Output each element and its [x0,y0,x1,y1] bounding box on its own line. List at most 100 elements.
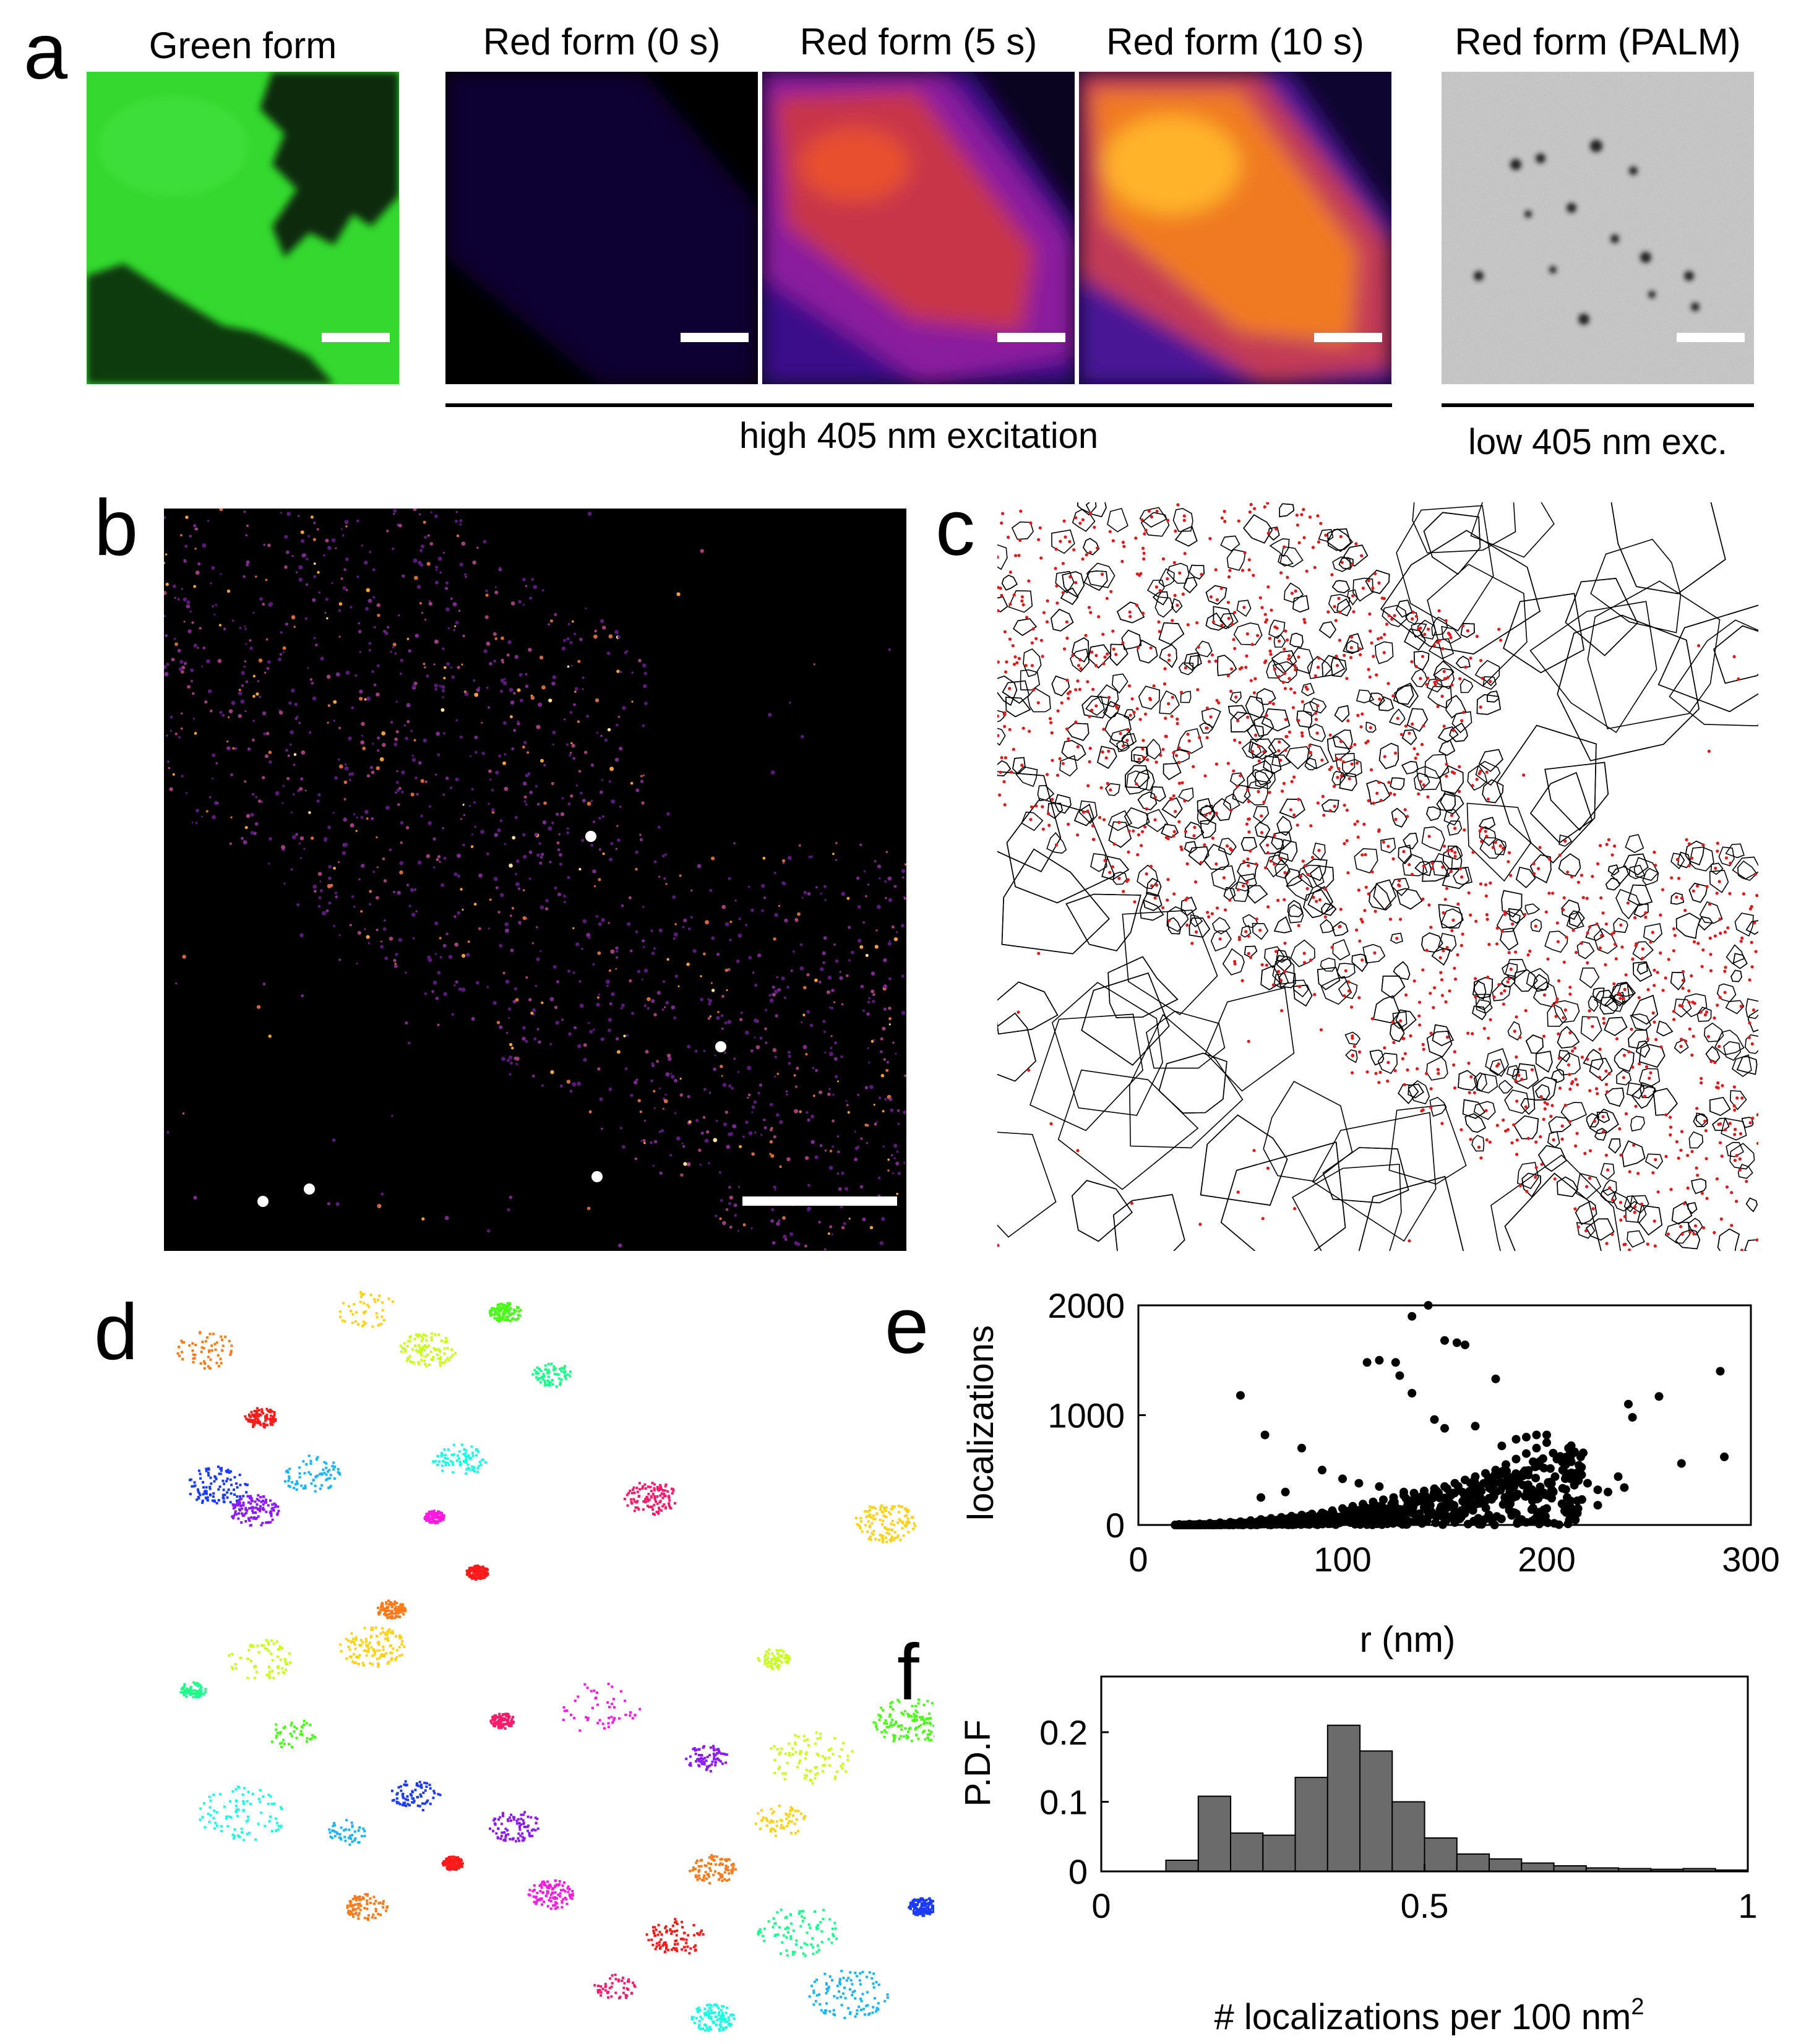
data-point [1266,1514,1276,1523]
y-axis-label: P.D.F [959,1720,998,1807]
palm-reconstruction-image [164,509,906,1251]
red-0s-image [445,72,758,384]
histogram-bar [1262,1834,1296,1872]
cluster [228,1639,291,1680]
data-point [1287,1511,1296,1521]
data-point [1677,1459,1686,1468]
voronoi-edges [997,502,1758,1251]
data-point [1440,1424,1449,1433]
y-tick-label: 0 [1068,1852,1088,1891]
histogram-bar [1165,1860,1199,1872]
localization-points [997,502,1758,1251]
y-tick-label: 0.1 [1039,1783,1088,1822]
data-point [1277,1517,1286,1526]
data-point [1408,1389,1417,1398]
data-point [1420,1487,1429,1495]
data-point [1375,1482,1384,1491]
red-10s-image [1079,72,1391,384]
data-point [1440,1501,1449,1510]
scale-bar [742,1196,897,1206]
data-point [1399,1487,1408,1496]
data-point [1318,1514,1326,1523]
data-point [1502,1460,1510,1469]
x-tick-label: 0 [1091,1886,1111,1925]
y-tick-label: 1000 [1047,1396,1125,1435]
localization-points [164,509,906,1251]
cluster [489,1811,539,1843]
data-point [1328,1506,1337,1515]
data-point [1297,1516,1306,1525]
data-point [1522,1433,1531,1441]
data-point [1511,1454,1521,1464]
data-point [1338,1511,1347,1521]
title-red-5s: Red form (5 s) [799,21,1038,62]
cluster [488,1302,522,1323]
cluster [872,1698,934,1743]
data-point [1440,1482,1449,1491]
bracket-high-excitation [445,403,1392,407]
data-point [1628,1413,1637,1422]
panel-letter-f: f [897,1628,919,1717]
x-tick-label: 1 [1738,1886,1757,1925]
cluster [188,1465,249,1505]
data-point [1379,1507,1388,1516]
red-5s-image [762,72,1075,384]
data-point [1614,1472,1623,1481]
data-point [1424,1301,1433,1310]
x-tick-label: 0 [1128,1540,1148,1579]
data-point [1491,1374,1500,1383]
data-point [1716,1367,1725,1376]
data-point [1362,1358,1372,1367]
data-point [1260,1430,1270,1440]
data-point [1532,1443,1541,1453]
data-point [1409,1488,1419,1498]
data-point [1624,1399,1633,1409]
data-point [1593,1485,1602,1495]
bright-spot [304,1183,315,1195]
data-point [1338,1504,1347,1513]
data-point [1573,1496,1582,1505]
data-point [1420,1503,1429,1512]
data-point [1583,1479,1592,1488]
data-point [1430,1484,1439,1493]
cluster [179,1681,207,1699]
data-point [1522,1449,1531,1458]
data-point [1542,1504,1551,1513]
cluster [690,2003,736,2032]
cluster [854,1504,917,1544]
data-point [1720,1452,1729,1461]
data-point [1408,1312,1417,1321]
y-tick-label: 0 [1106,1506,1125,1545]
bright-spot [585,831,596,842]
data-point [1359,1509,1367,1519]
cluster [531,1362,572,1388]
cluster [593,1973,637,1999]
data-point [1226,1518,1235,1527]
x-axis-label: # localizations per 100 nm2 [1214,1994,1644,2035]
histogram-chart: P.D.F 0 0.5 1 0 0.1 0.2 # localizations per 1… [959,1675,1758,2035]
data-point [1573,1470,1582,1479]
data-point [1497,1441,1507,1451]
bright-spot [257,1196,269,1207]
data-point [1542,1438,1551,1447]
data-point [1257,1493,1265,1502]
red-palm-image [1442,72,1754,384]
histogram-bar [1197,1795,1232,1872]
cluster [808,1970,889,2019]
scale-bar [1314,333,1382,342]
data-point [1452,1338,1461,1347]
cluster [346,1893,389,1921]
scale-bar [681,333,749,342]
data-point [1175,1520,1184,1529]
cluster [757,1648,791,1670]
cluster [244,1407,277,1428]
cluster [685,1745,728,1773]
data-point [1511,1492,1521,1501]
histogram-bar [1294,1777,1328,1872]
data-point [1654,1392,1664,1401]
panel-letter-c: c [935,484,975,572]
data-point [1593,1501,1602,1510]
scale-bar [322,333,390,342]
data-point [1563,1493,1571,1502]
data-point [1395,1371,1404,1380]
